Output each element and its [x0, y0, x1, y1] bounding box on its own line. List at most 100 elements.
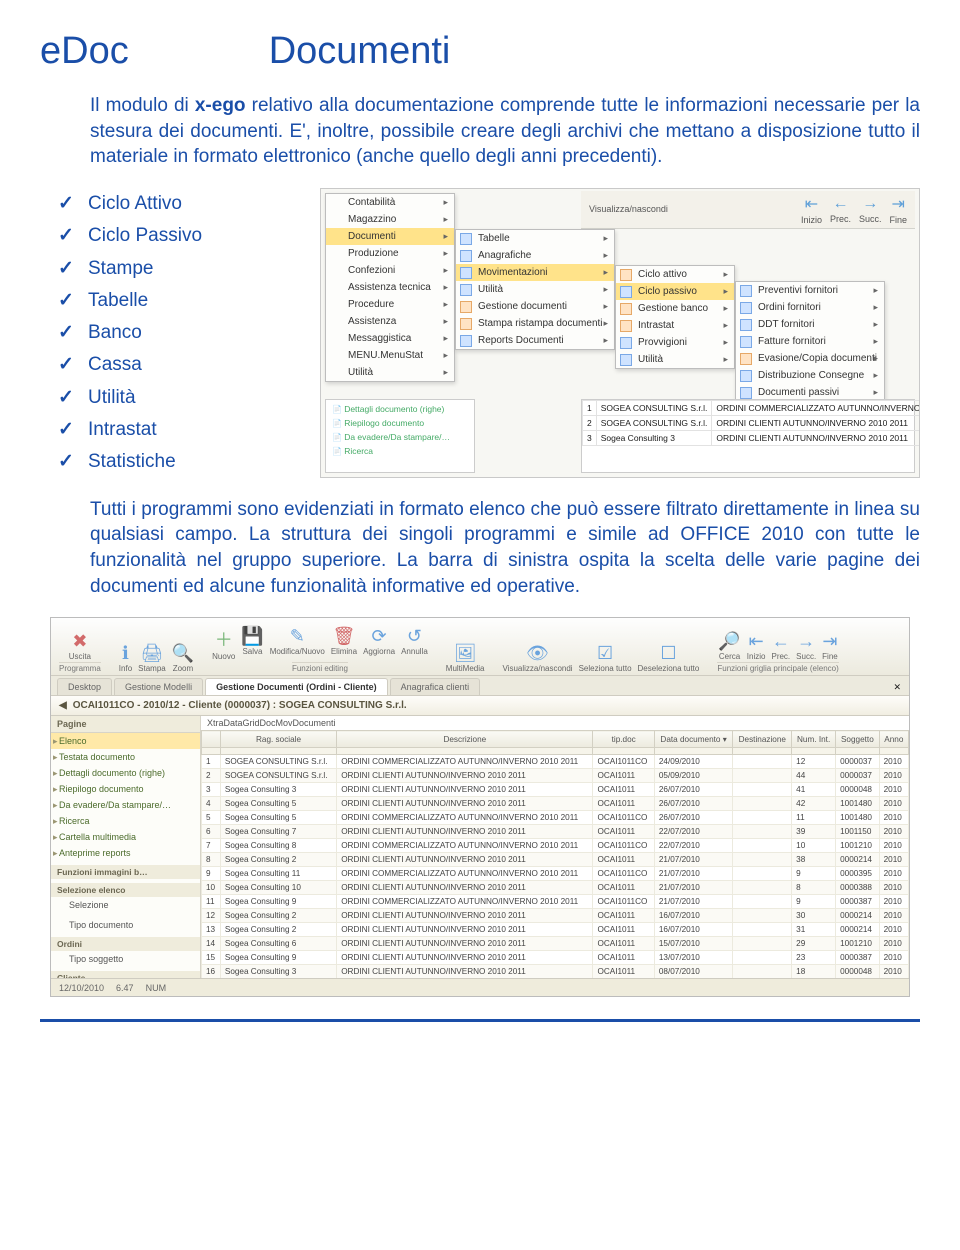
ribbon-button[interactable]: ⇤Inizio	[747, 631, 766, 661]
menu-item[interactable]: Utilità▸	[616, 351, 734, 368]
leftnav-section-header[interactable]: Selezione elenco	[51, 883, 200, 897]
grid-filter-cell[interactable]	[202, 748, 221, 755]
table-row[interactable]: 8Sogea Consulting 2ORDINI CLIENTI AUTUNN…	[202, 853, 909, 867]
grid-filter-cell[interactable]	[220, 748, 336, 755]
ribbon-button[interactable]: ✖Uscita	[69, 631, 91, 661]
table-row[interactable]: 5Sogea Consulting 5ORDINI COMMERCIALIZZA…	[202, 811, 909, 825]
side-panel-item[interactable]: Da evadere/Da stampare/…	[328, 430, 472, 444]
leftnav-item[interactable]: Riepilogo documento	[51, 781, 200, 797]
grid-filter-cell[interactable]	[879, 748, 908, 755]
menu-item[interactable]: Contabilità▸	[326, 194, 454, 211]
ribbon-button[interactable]: 🔎Cerca	[718, 631, 740, 661]
nav-next[interactable]: →Succ.	[859, 195, 882, 224]
tab[interactable]: Desktop	[57, 678, 112, 695]
table-row[interactable]: 1SOGEA CONSULTING S.r.l.ORDINI COMMERCIA…	[202, 755, 909, 769]
ribbon-button[interactable]: 🖼MultiMedia	[446, 643, 485, 673]
menu-item[interactable]: Assistenza tecnica▸	[326, 279, 454, 296]
table-row[interactable]: 9Sogea Consulting 11ORDINI COMMERCIALIZZ…	[202, 867, 909, 881]
ribbon-button[interactable]: ☐Deseleziona tutto	[638, 643, 700, 673]
grid-column-header[interactable]	[202, 731, 221, 748]
table-row[interactable]: 15Sogea Consulting 9ORDINI CLIENTI AUTUN…	[202, 951, 909, 965]
menu-item[interactable]: Confezioni▸	[326, 262, 454, 279]
table-row[interactable]: 11Sogea Consulting 9ORDINI COMMERCIALIZZ…	[202, 895, 909, 909]
tab[interactable]: Gestione Documenti (Ordini - Cliente)	[205, 678, 388, 695]
data-grid[interactable]: Rag. socialeDescrizionetip.docData docum…	[201, 730, 909, 978]
nav-arrow-left[interactable]: ◀	[59, 700, 67, 711]
nav-prev[interactable]: ←Prec.	[830, 195, 851, 224]
menu-sub3[interactable]: Preventivi fornitori▸Ordini fornitori▸DD…	[735, 281, 885, 402]
grid-column-header[interactable]: Destinazione	[733, 731, 792, 748]
leftnav-item[interactable]: Elenco	[51, 733, 200, 749]
grid-filter-cell[interactable]	[733, 748, 792, 755]
menu-item[interactable]: Utilità▸	[456, 281, 614, 298]
ribbon-button[interactable]: ⟳Aggiorna	[363, 626, 395, 661]
menu-sub2[interactable]: Ciclo attivo▸Ciclo passivo▸Gestione banc…	[615, 265, 735, 369]
side-panel-item[interactable]: Dettagli documento (righe)	[328, 402, 472, 416]
side-panel-item[interactable]: Riepilogo documento	[328, 416, 472, 430]
close-icon[interactable]: ✕	[885, 680, 909, 695]
tab[interactable]: Anagrafica clienti	[390, 678, 481, 695]
grid-column-header[interactable]: Soggetto	[836, 731, 880, 748]
menu-item[interactable]: Magazzino▸	[326, 211, 454, 228]
grid-column-header[interactable]: Descrizione	[337, 731, 593, 748]
menu-item[interactable]: Stampa ristampa documenti▸	[456, 315, 614, 332]
ribbon-button[interactable]: 👁Visualizza/nascondi	[502, 643, 572, 673]
menu-item[interactable]: Reports Documenti▸	[456, 332, 614, 349]
menu-item[interactable]: Evasione/Copia documenti▸	[736, 350, 884, 367]
menu-item[interactable]: Assistenza▸	[326, 313, 454, 330]
menu-item[interactable]: Produzione▸	[326, 245, 454, 262]
grid-column-header[interactable]: Rag. sociale	[220, 731, 336, 748]
vis-toggle[interactable]: Visualizza/nascondi	[589, 204, 668, 214]
menu-item[interactable]: Gestione documenti▸	[456, 298, 614, 315]
ribbon-button[interactable]: 🗑Elimina	[331, 626, 357, 661]
ribbon-button[interactable]: ⇥Fine	[822, 631, 838, 661]
ribbon-button[interactable]: ☑Seleziona tutto	[579, 643, 632, 673]
leftnav-section-header[interactable]: Funzioni immagini b…	[51, 865, 200, 879]
leftnav-item[interactable]: Anteprime reports	[51, 845, 200, 861]
side-panel-item[interactable]: Ricerca	[328, 444, 472, 458]
table-row[interactable]: 12Sogea Consulting 2ORDINI CLIENTI AUTUN…	[202, 909, 909, 923]
menu-item[interactable]: Ciclo attivo▸	[616, 266, 734, 283]
table-row[interactable]: 4Sogea Consulting 5ORDINI CLIENTI AUTUNN…	[202, 797, 909, 811]
leftnav-item[interactable]: Testata documento	[51, 749, 200, 765]
menu-item[interactable]: Tabelle▸	[456, 230, 614, 247]
ribbon-button[interactable]: →Succ.	[796, 631, 816, 661]
menu-sub1[interactable]: Tabelle▸Anagrafiche▸Movimentazioni▸Utili…	[455, 229, 615, 350]
menu-item[interactable]: Anagrafiche▸	[456, 247, 614, 264]
nav-last[interactable]: ⇥Fine	[889, 194, 907, 225]
menu-item[interactable]: Utilità▸	[326, 364, 454, 381]
ribbon-button[interactable]: ✎Modifica/Nuovo	[270, 626, 325, 661]
table-row[interactable]: 6Sogea Consulting 7ORDINI CLIENTI AUTUNN…	[202, 825, 909, 839]
table-row[interactable]: 7Sogea Consulting 8ORDINI COMMERCIALIZZA…	[202, 839, 909, 853]
ribbon-button[interactable]: 🔍Zoom	[172, 643, 194, 673]
menu-item[interactable]: Gestione banco▸	[616, 300, 734, 317]
menu-item[interactable]: Distribuzione Consegne▸	[736, 367, 884, 384]
grid-filter-cell[interactable]	[654, 748, 733, 755]
table-row[interactable]: 3Sogea Consulting 3ORDINI CLIENTI AUTUNN…	[202, 783, 909, 797]
ribbon-button[interactable]: ℹInfo	[119, 643, 132, 673]
menu-main[interactable]: Contabilità▸Magazzino▸Documenti▸Produzio…	[325, 193, 455, 382]
grid-column-header[interactable]: Num. Int.	[792, 731, 836, 748]
table-row[interactable]: 16Sogea Consulting 3ORDINI CLIENTI AUTUN…	[202, 965, 909, 979]
leftnav-section-header[interactable]: Ordini	[51, 937, 200, 951]
leftnav-item[interactable]: Ricerca	[51, 813, 200, 829]
ribbon-button[interactable]: 🖨Stampa	[138, 643, 166, 673]
grid-column-header[interactable]: Anno	[879, 731, 908, 748]
table-row[interactable]: 13Sogea Consulting 2ORDINI CLIENTI AUTUN…	[202, 923, 909, 937]
menu-item[interactable]: Preventivi fornitori▸	[736, 282, 884, 299]
menu-item[interactable]: Fatture fornitori▸	[736, 333, 884, 350]
leftnav-item[interactable]: Da evadere/Da stampare/…	[51, 797, 200, 813]
grid-filter-cell[interactable]	[593, 748, 654, 755]
grid-filter-cell[interactable]	[792, 748, 836, 755]
ribbon-button[interactable]: 💾Salva	[241, 626, 263, 661]
ribbon-button[interactable]: ←Prec.	[771, 631, 790, 661]
grid-column-header[interactable]: tip.doc	[593, 731, 654, 748]
leftnav-item[interactable]: Dettagli documento (righe)	[51, 765, 200, 781]
grid-column-header[interactable]: Data documento ▾	[654, 731, 733, 748]
tab[interactable]: Gestione Modelli	[114, 678, 203, 695]
grid-filter-cell[interactable]	[836, 748, 880, 755]
menu-item[interactable]: DDT fornitori▸	[736, 316, 884, 333]
menu-item[interactable]: Movimentazioni▸	[456, 264, 614, 281]
table-row[interactable]: 2SOGEA CONSULTING S.r.l.ORDINI CLIENTI A…	[202, 769, 909, 783]
menu-item[interactable]: Messaggistica▸	[326, 330, 454, 347]
